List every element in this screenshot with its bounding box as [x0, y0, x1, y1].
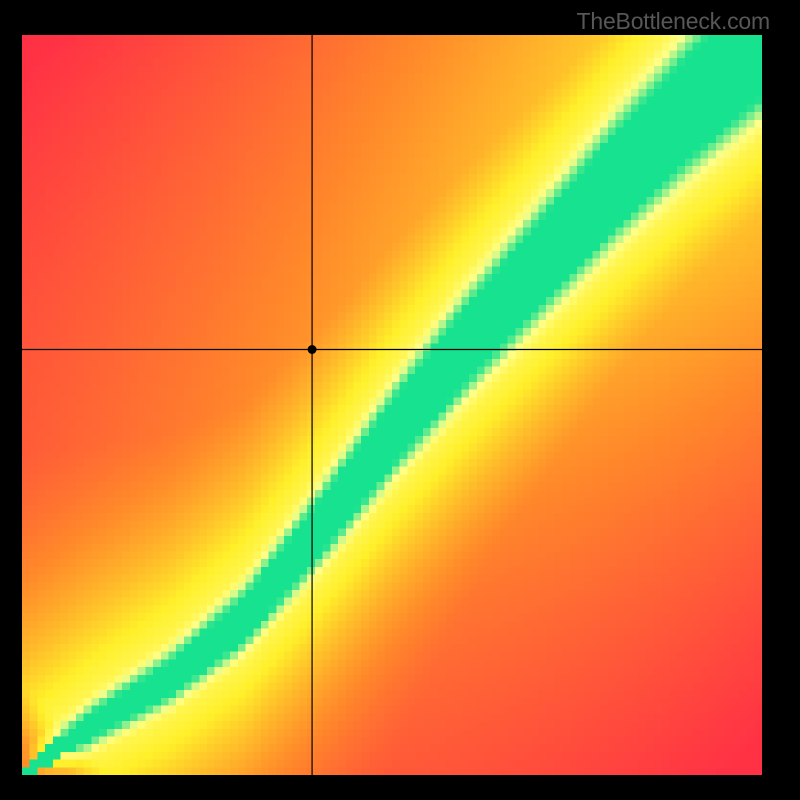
bottleneck-heatmap — [22, 35, 762, 775]
chart-container: TheBottleneck.com — [0, 0, 800, 800]
watermark-text: TheBottleneck.com — [577, 8, 770, 35]
